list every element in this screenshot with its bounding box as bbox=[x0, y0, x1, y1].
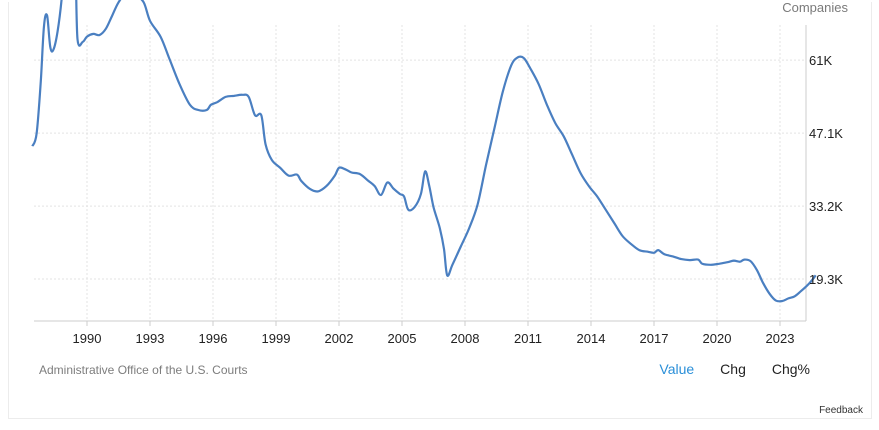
tab-value[interactable]: Value bbox=[659, 361, 695, 377]
x-tick-label: 2014 bbox=[577, 331, 606, 346]
x-tick-label: 2011 bbox=[514, 331, 542, 346]
y-tick-label: 19.3K bbox=[809, 272, 843, 287]
x-tick-labels: 1990 1993 1996 1999 2002 2005 2008 2011 2014 2017… bbox=[73, 331, 795, 346]
grid-lines bbox=[34, 25, 806, 321]
x-tick-label: 1999 bbox=[262, 331, 291, 346]
unit-label: Companies bbox=[782, 0, 848, 15]
series-layer bbox=[31, 0, 817, 303]
x-tick-label: 1990 bbox=[73, 331, 102, 346]
x-tick-label: 2008 bbox=[451, 331, 480, 346]
x-tick-label: 2002 bbox=[325, 331, 354, 346]
tab-chg[interactable]: Chg bbox=[720, 361, 746, 377]
chart-frame bbox=[8, 2, 872, 419]
y-tick-label: 61K bbox=[809, 53, 832, 68]
tab-chg-percent[interactable]: Chg% bbox=[771, 361, 810, 377]
y-tick-label: 33.2K bbox=[809, 199, 843, 214]
x-tick-label: 2023 bbox=[766, 331, 795, 346]
x-tick-label: 2020 bbox=[703, 331, 732, 346]
source-credit: Administrative Office of the U.S. Courts bbox=[39, 363, 248, 377]
axes bbox=[34, 25, 807, 326]
x-tick-label: 1996 bbox=[199, 331, 228, 346]
x-tick-label: 2017 bbox=[640, 331, 669, 346]
feedback-link[interactable]: Feedback bbox=[819, 405, 863, 416]
series-line bbox=[31, 0, 817, 303]
view-tabs: Value Chg Chg% bbox=[646, 361, 823, 377]
y-tick-label: 47.1K bbox=[809, 126, 843, 141]
x-tick-label: 2005 bbox=[388, 331, 417, 346]
x-tick-label: 1993 bbox=[136, 331, 165, 346]
